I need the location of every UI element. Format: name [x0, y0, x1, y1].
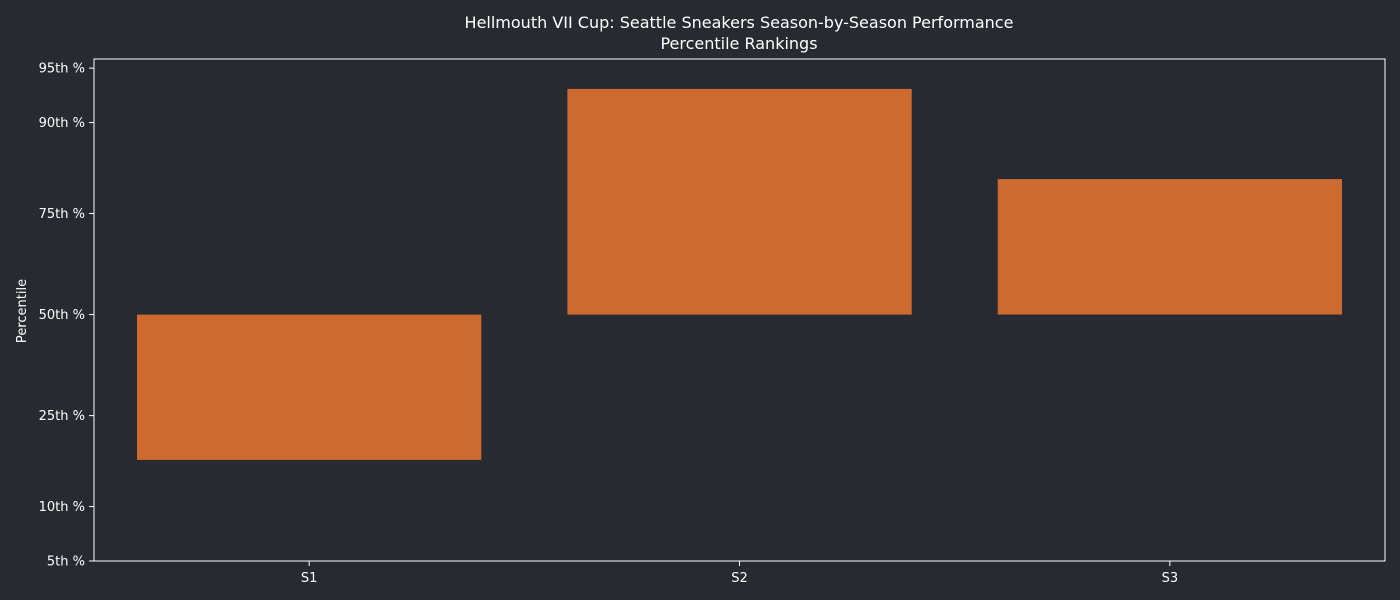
- x-tick-label-s1: S1: [301, 571, 318, 586]
- y-tick-label-95: 95th %: [39, 62, 85, 77]
- y-axis-label: Percentile: [15, 279, 30, 343]
- ticks-layer: S1 S2 S3 5th % 10th % 25th % 50th % 75th % 90th …: [39, 62, 1178, 586]
- y-tick-label-50: 50th %: [39, 308, 85, 323]
- chart-title: Hellmouth VII Cup: Seattle Sneakers Seas…: [465, 13, 1014, 32]
- y-tick-label-75: 75th %: [39, 207, 85, 222]
- bar-s3: [997, 179, 1342, 315]
- bar-s1: [137, 314, 482, 460]
- x-tick-label-s3: S3: [1162, 571, 1179, 586]
- chart-subtitle: Percentile Rankings: [660, 34, 817, 53]
- plot-frame: [93, 58, 1386, 562]
- y-tick-label-5: 5th %: [47, 555, 85, 570]
- y-tick-label-10: 10th %: [39, 500, 85, 515]
- y-tick-label-90: 90th %: [39, 116, 85, 131]
- bars-layer: [137, 88, 1342, 460]
- y-tick-label-25: 25th %: [39, 409, 85, 424]
- bar-s2: [567, 88, 912, 315]
- x-tick-label-s2: S2: [731, 571, 748, 586]
